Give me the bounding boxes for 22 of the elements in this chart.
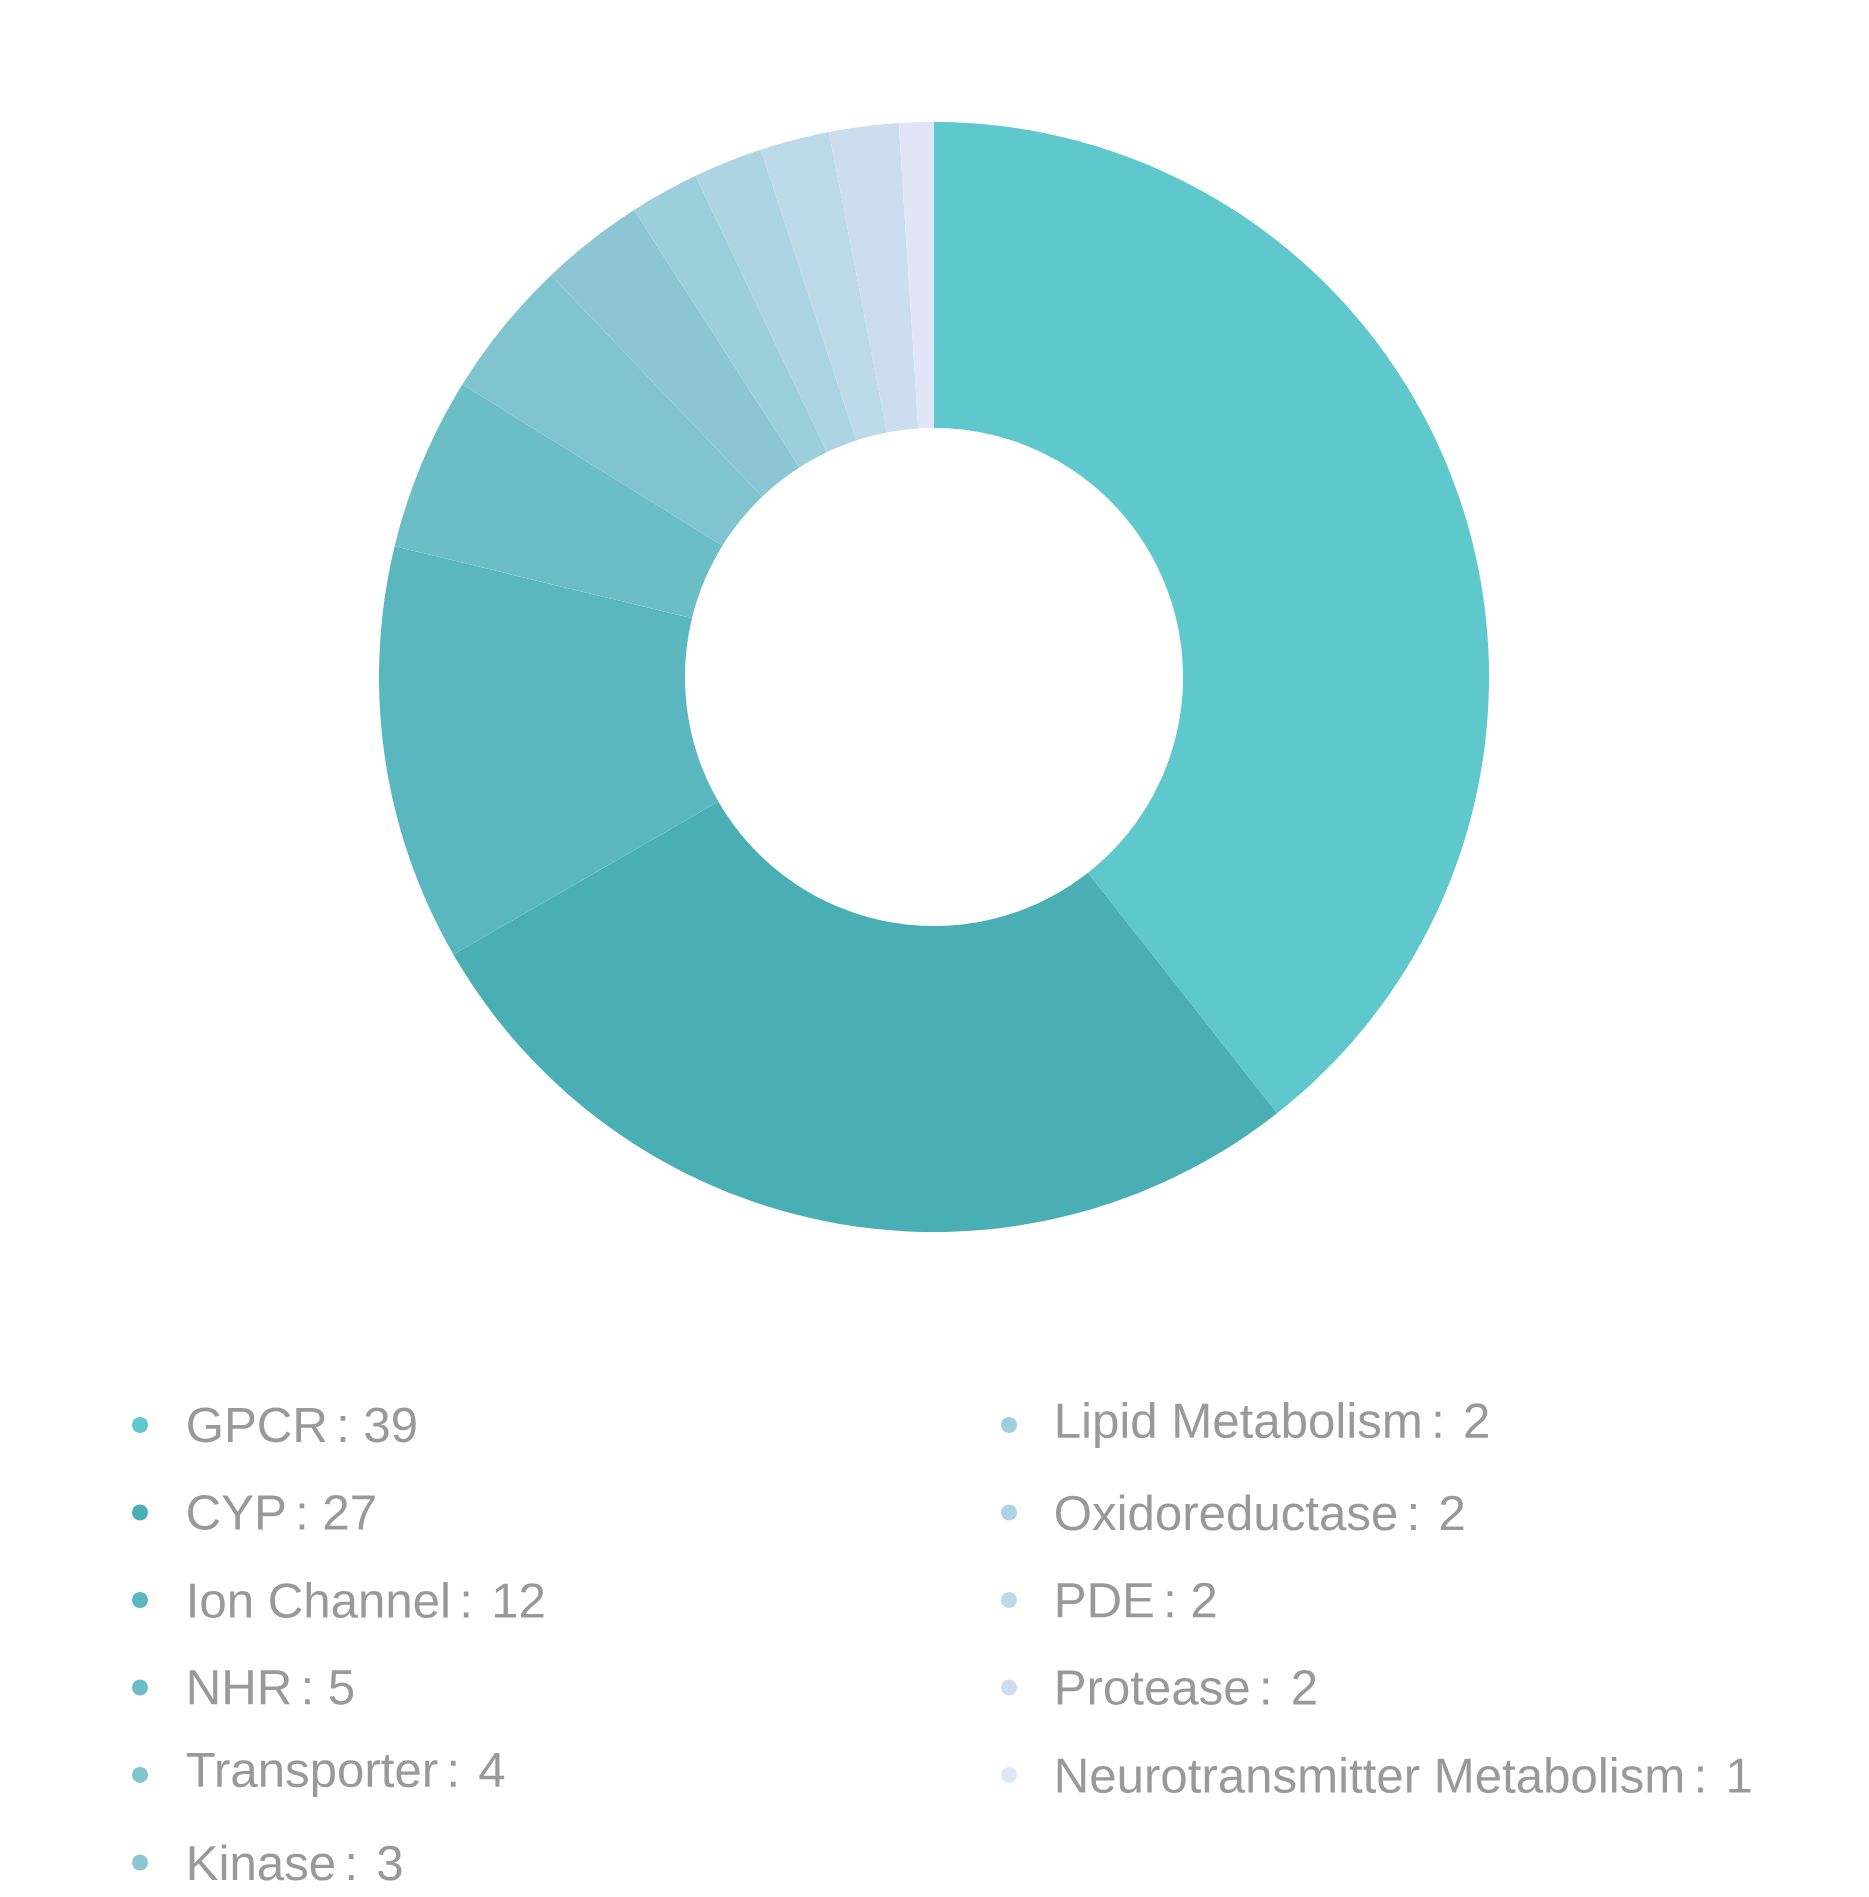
data-label: : 5 bbox=[305, 1670, 354, 1705]
data-label: : 3 bbox=[348, 1845, 402, 1881]
legend-label: Transporter bbox=[186, 1752, 438, 1798]
data-label: : 2 bbox=[1263, 1670, 1316, 1705]
legend-label: Protease bbox=[1057, 1670, 1249, 1705]
data-label: : 2 bbox=[1411, 1495, 1464, 1531]
legend-label: Lipid Metabolism bbox=[1057, 1402, 1420, 1448]
data-label: : 1 bbox=[1698, 1758, 1751, 1793]
legend-label: GPCR bbox=[188, 1407, 326, 1443]
legend-label: Neurotransmitter Metabolism bbox=[1057, 1756, 1683, 1794]
data-label: : 4 bbox=[450, 1752, 505, 1787]
legend-label: NHR bbox=[189, 1670, 290, 1705]
legend-label: CYP bbox=[188, 1495, 285, 1530]
data-label: : 2 bbox=[1167, 1582, 1216, 1618]
legend-label: Kinase bbox=[189, 1844, 334, 1881]
legend-label: Ion Channel bbox=[190, 1581, 448, 1619]
data-label: : 27 bbox=[299, 1495, 375, 1530]
legend-label: Oxidoreductase bbox=[1056, 1494, 1397, 1531]
data-label: : 2 bbox=[1435, 1403, 1488, 1438]
data-label: : 39 bbox=[340, 1407, 416, 1443]
data-label: : 12 bbox=[463, 1583, 544, 1618]
legend-label: PDE bbox=[1057, 1583, 1153, 1618]
